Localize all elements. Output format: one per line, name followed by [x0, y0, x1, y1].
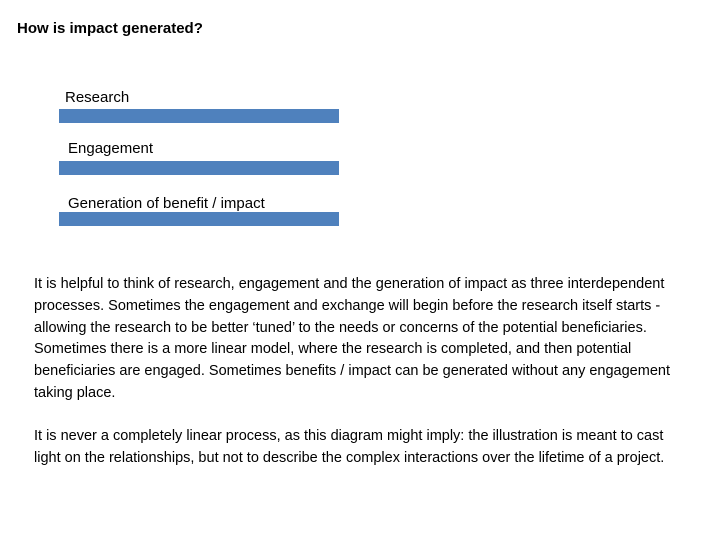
- body-paragraph-processes: It is helpful to think of research, enga…: [34, 276, 670, 401]
- stage-label-generation-of-impact: Generation of benefit / impact: [68, 195, 265, 212]
- stage-label-research: Research: [65, 89, 130, 106]
- stage-bar-generation-of-impact: [59, 212, 339, 226]
- page-title: How is impact generated?: [17, 20, 203, 37]
- stage-bar-engagement: [59, 161, 339, 175]
- stage-bar-research: [59, 109, 339, 123]
- stage-label-engagement: Engagement: [68, 140, 154, 157]
- body-paragraph-caveat: It is never a completely linear process,…: [34, 428, 665, 466]
